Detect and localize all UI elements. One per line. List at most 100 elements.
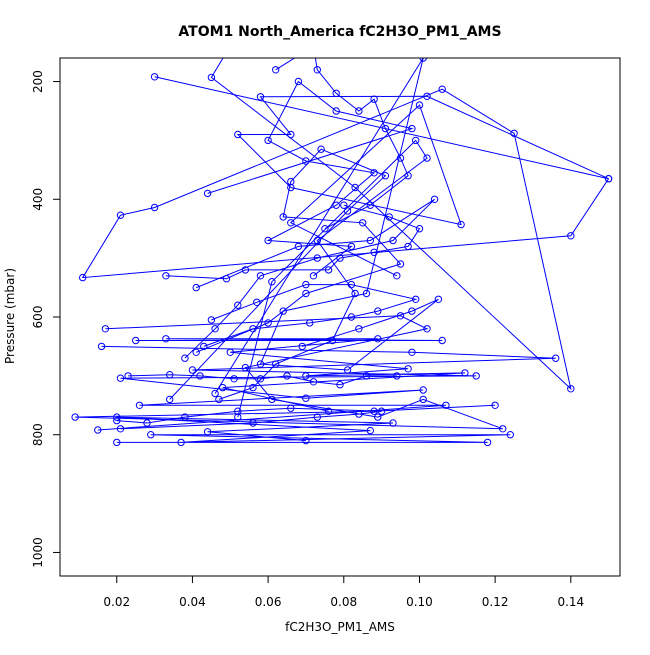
data-point [116,374,125,382]
data-point [302,436,310,445]
data-point [272,66,280,74]
x-tick-label: 0.12 [482,595,509,609]
series-line-9 [169,148,402,400]
data-point [181,413,189,421]
data-point [491,401,499,409]
data-point [264,319,272,327]
data-point [408,348,416,356]
data-point [253,298,261,306]
series-line-1 [81,58,610,391]
series-line-13 [116,407,382,430]
data-point [415,225,424,233]
data-point [215,395,223,404]
data-point [355,325,363,333]
data-point [283,372,291,380]
data-point [249,383,257,392]
data-point [272,360,280,368]
data-point [203,189,212,198]
y-tick-label: 200 [31,70,45,93]
y-axis-label: Pressure (mbar) [3,268,17,364]
data-point [362,372,371,380]
data-point [166,371,174,379]
data-point [211,389,219,398]
series-line-16 [128,374,397,386]
chart-title: ATOM1 North_America fC2H3O_PM1_AMS [178,24,501,40]
data-point [393,272,401,280]
data-point [434,295,443,303]
data-point [162,335,170,343]
data-point [116,211,125,219]
series-line-5 [116,416,511,443]
data-point [423,92,431,101]
data-point [362,289,371,298]
data-point [256,272,265,280]
series-line-10 [214,58,439,394]
data-point [207,73,216,82]
data-point [442,401,450,409]
data-point [71,413,79,421]
data-point [268,278,276,286]
data-point [113,416,121,425]
data-point [332,107,340,115]
data-point [506,431,514,439]
data-point [347,313,356,321]
data-point [332,201,340,209]
data-point [309,378,318,386]
data-point [408,307,416,315]
data-point [313,413,321,421]
data-point [150,203,159,212]
data-point [324,266,333,274]
data-point [343,366,352,374]
data-point [113,413,121,421]
data-point [135,401,144,409]
plot-frame [59,57,621,577]
x-axis-label: fC2H3O_PM1_AMS [285,620,395,634]
data-point [430,195,439,204]
data-point [396,154,405,162]
series-line-3 [75,315,503,430]
data-point [419,386,427,394]
data-point [302,372,310,380]
data-point [203,428,212,436]
data-point [150,73,159,81]
data-point [79,273,87,282]
data-point [192,348,200,356]
data-point [302,157,310,165]
data-point [124,372,132,380]
data-point [249,325,257,333]
data-point [226,348,235,356]
data-point [162,272,170,280]
data-point [287,404,295,412]
data-point [381,172,390,180]
data-point [412,136,420,145]
data-point [287,177,295,186]
data-point [385,213,393,221]
data-point [147,431,155,439]
data-point [211,325,219,333]
data-point [408,124,416,133]
data-point [336,254,344,262]
data-point [340,201,348,209]
y-tick-label: 1000 [31,537,45,568]
data-point [412,295,420,303]
data-point [192,283,200,292]
data-point [499,425,507,433]
data-point [287,219,295,227]
data-point [256,93,265,101]
data-point [101,325,110,333]
data-point [116,425,125,433]
data-point [256,375,265,383]
data-point [234,301,242,309]
data-point [366,236,374,245]
data-point [351,289,359,298]
data-point [166,395,174,404]
data-point [188,366,197,374]
series-line-15 [203,284,418,347]
data-point [461,369,469,377]
x-tick-label: 0.08 [330,595,357,609]
data-point [256,360,265,368]
data-point [317,145,325,153]
data-point [393,372,401,380]
data-point [313,254,321,262]
